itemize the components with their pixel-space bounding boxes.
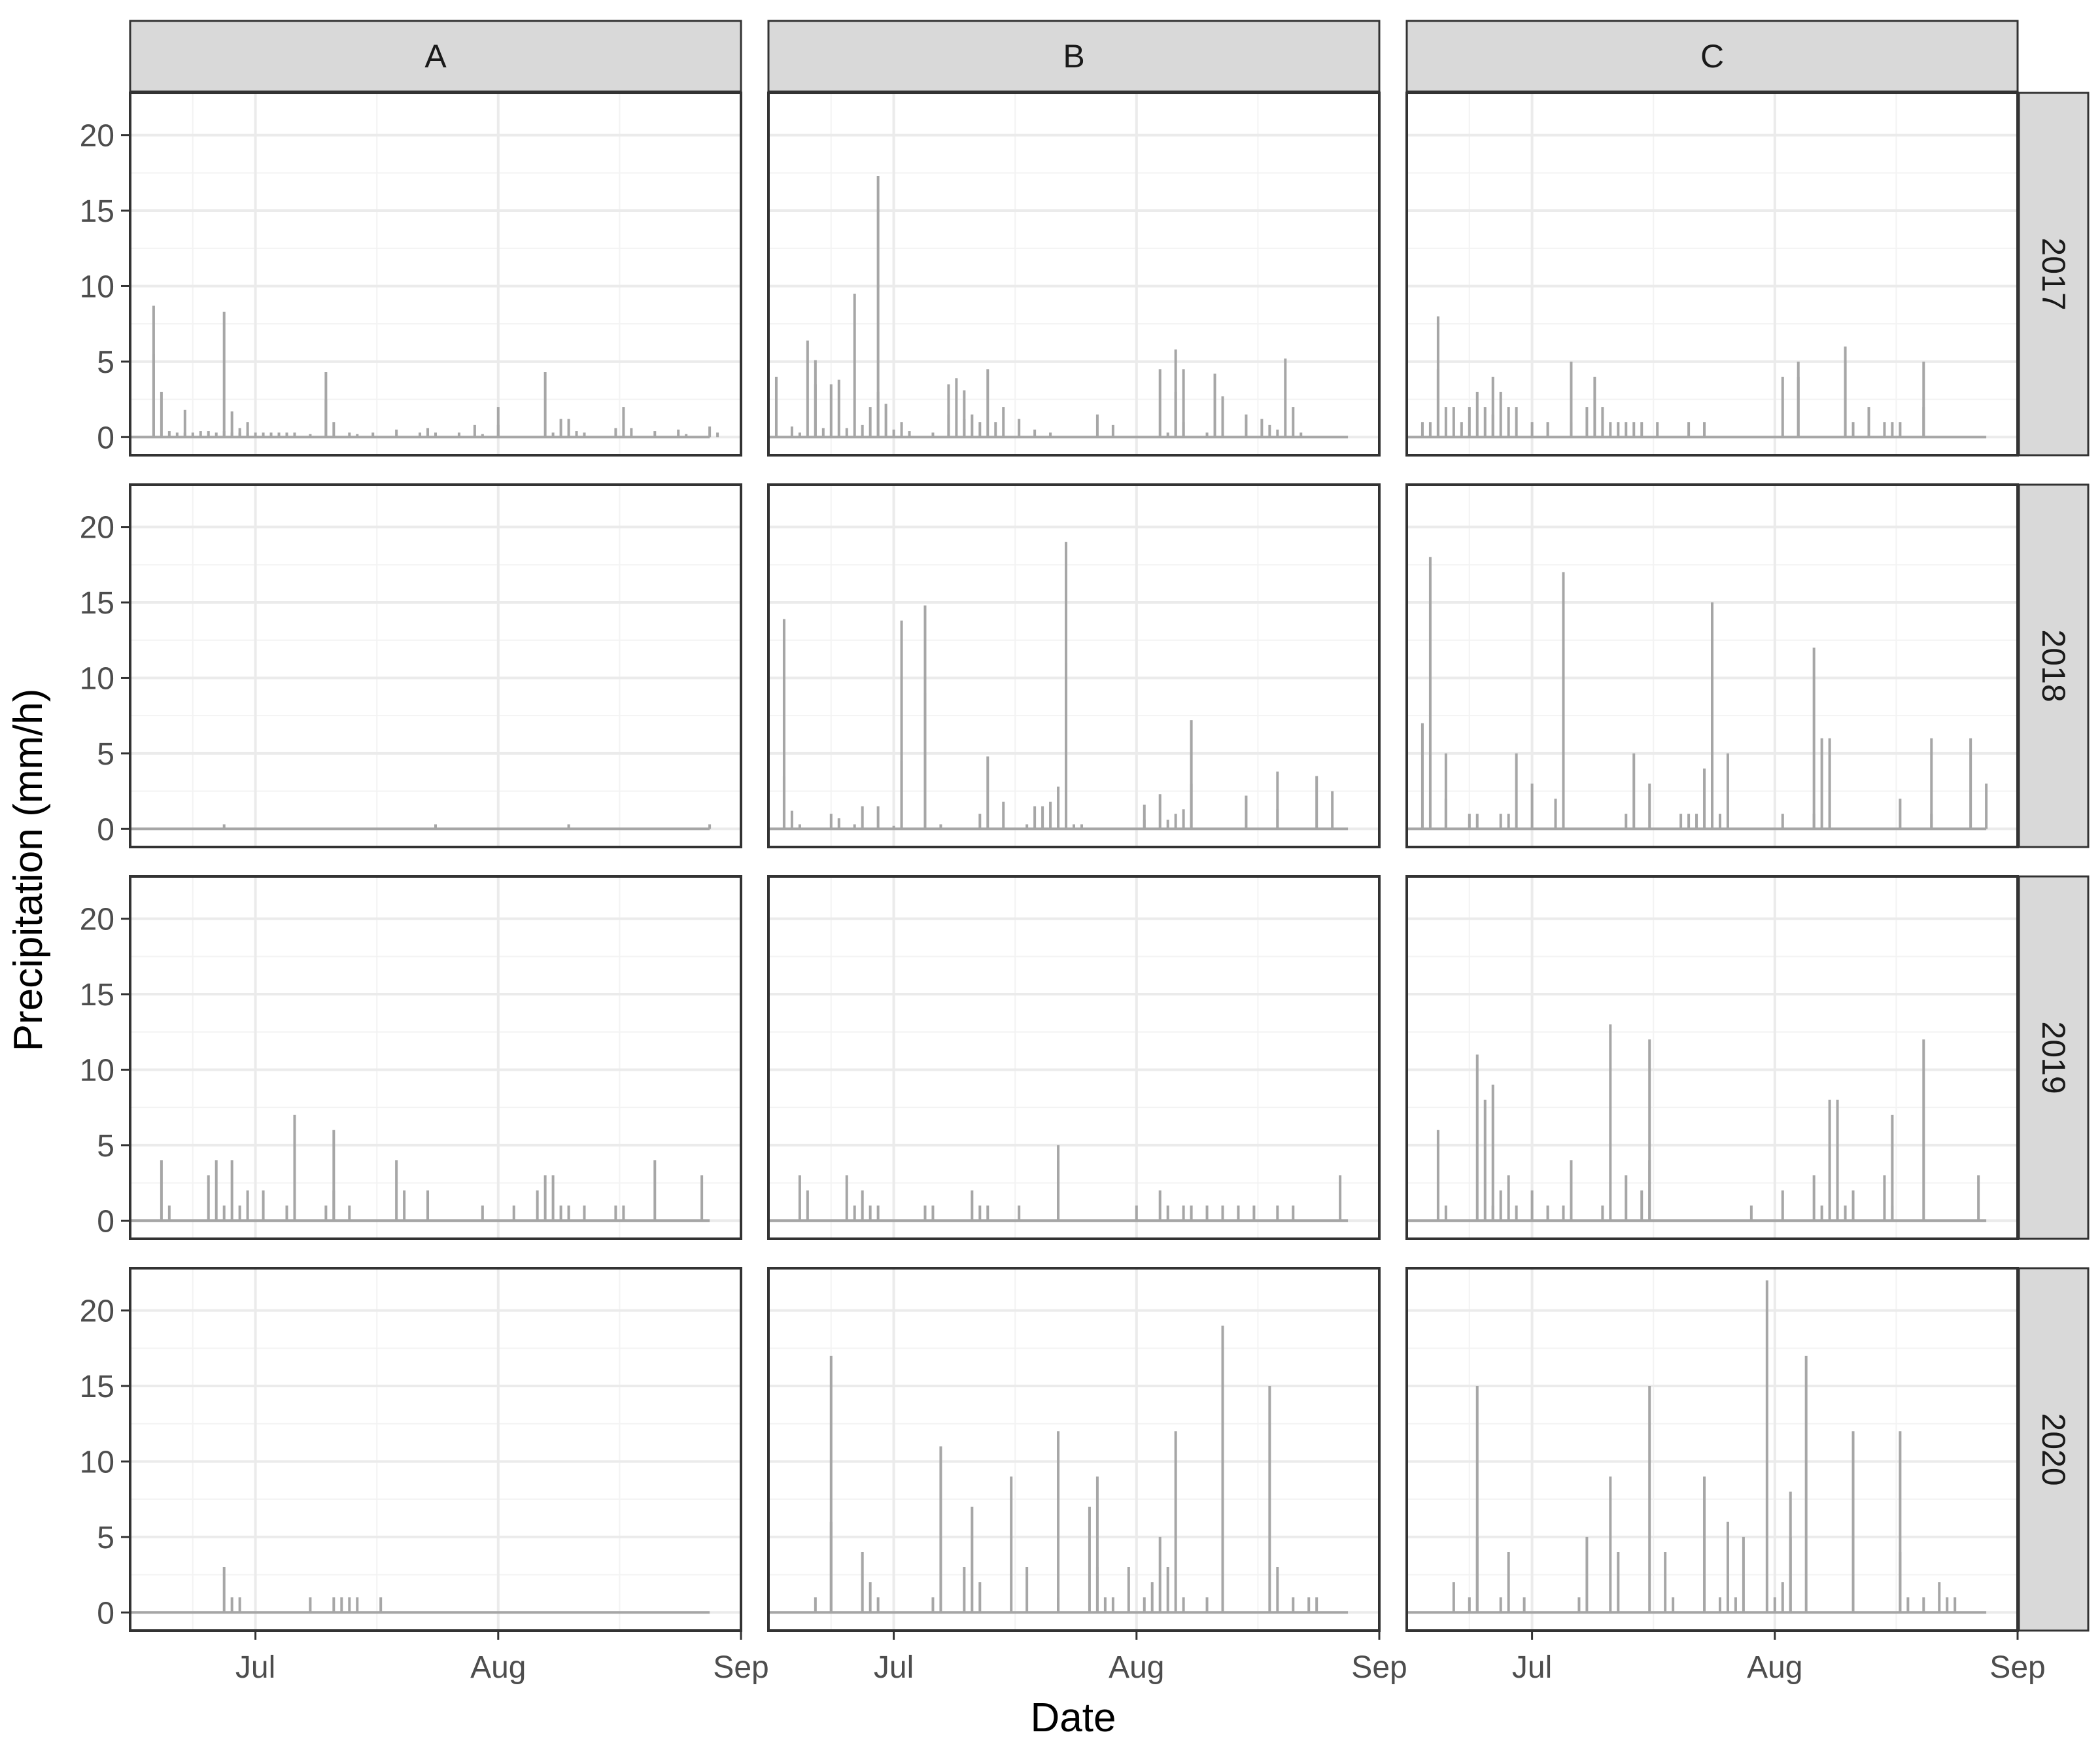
panel-border [129, 92, 742, 457]
panel-background [130, 93, 741, 455]
y-tick-label: 20 [80, 511, 114, 545]
x-tick-label: Aug [1747, 1650, 1802, 1685]
facet-label-column: C [1700, 38, 1724, 75]
strips-layer: A B C 2017 2018 2019 2020 [129, 20, 2090, 1632]
y-tick-label: 20 [80, 1294, 114, 1329]
grid-layer [130, 93, 2018, 1631]
facet-label-column: A [424, 38, 447, 75]
facet-label-row: 2018 [2035, 629, 2072, 702]
panel-background [1407, 876, 2018, 1239]
x-tick-label: Sep [1989, 1650, 2045, 1685]
facet-strip-column [129, 20, 742, 93]
y-tick-label: 0 [97, 421, 114, 455]
y-tick-label: 20 [80, 903, 114, 937]
panel-border [767, 875, 1381, 1240]
y-tick-label: 0 [97, 1204, 114, 1239]
y-tick-label: 20 [80, 119, 114, 154]
y-tick-label: 15 [80, 978, 114, 1012]
facet-strip-column [767, 20, 1381, 93]
panel-background [130, 876, 741, 1239]
facet-strip-row [2018, 875, 2090, 1240]
y-tick-label: 0 [97, 1596, 114, 1631]
y-axis-title: Precipitation (mm/h) [6, 689, 51, 1052]
y-tick-label: 10 [80, 269, 114, 304]
facet-strip-row [2018, 483, 2090, 848]
x-tick-label: Aug [470, 1650, 526, 1685]
facet-label-row: 2020 [2035, 1413, 2072, 1485]
panel-background [1407, 93, 2018, 455]
y-tick-label: 15 [80, 194, 114, 229]
x-tick-label: Sep [713, 1650, 768, 1685]
x-tick-label: Jul [874, 1650, 914, 1685]
x-tick-label: Jul [1512, 1650, 1552, 1685]
panel-background [130, 485, 741, 847]
panel-border [767, 483, 1381, 848]
panel-background [768, 485, 1379, 847]
y-tick-label: 5 [97, 1129, 114, 1164]
x-tick-label: Aug [1109, 1650, 1164, 1685]
panel-background [768, 1268, 1379, 1631]
y-tick-label: 0 [97, 812, 114, 847]
y-tick-label: 15 [80, 1370, 114, 1404]
facet-strip-row [2018, 92, 2090, 457]
panel-border [1405, 92, 2019, 457]
panel-border [767, 1267, 1381, 1632]
frames-layer [129, 92, 2019, 1632]
y-tick-label: 5 [97, 1521, 114, 1555]
y-tick-label: 10 [80, 1445, 114, 1479]
facet-label-row: 2017 [2035, 237, 2072, 310]
facet-label-column: B [1063, 38, 1084, 75]
panel-background [768, 876, 1379, 1239]
x-axis-title: Date [1031, 1695, 1116, 1740]
panel-background [768, 93, 1379, 455]
y-tick-label: 15 [80, 586, 114, 621]
panel-border [767, 92, 1381, 457]
facet-label-row: 2019 [2035, 1021, 2072, 1094]
panel-border [1405, 1267, 2019, 1632]
y-tick-label: 5 [97, 345, 114, 380]
panel-border [129, 483, 742, 848]
x-tick-label: Sep [1351, 1650, 1407, 1685]
panel-background [1407, 1268, 2018, 1631]
y-tick-label: 5 [97, 737, 114, 772]
panel-background [130, 1268, 741, 1631]
panel-border [1405, 483, 2019, 848]
panel-border [129, 875, 742, 1240]
panel-border [1405, 875, 2019, 1240]
axes-layer: 0 5 10 15 20 0 5 10 15 20 0 5 10 15 20 0 5 10 15 20 Jul Aug Se… [80, 119, 2046, 1685]
facet-strip-row [2018, 1267, 2090, 1632]
y-tick-label: 10 [80, 1053, 114, 1088]
bars-layer [130, 175, 1988, 1614]
x-tick-label: Jul [235, 1650, 275, 1685]
y-tick-label: 10 [80, 661, 114, 696]
facet-strip-column [1405, 20, 2019, 93]
panel-border [129, 1267, 742, 1632]
